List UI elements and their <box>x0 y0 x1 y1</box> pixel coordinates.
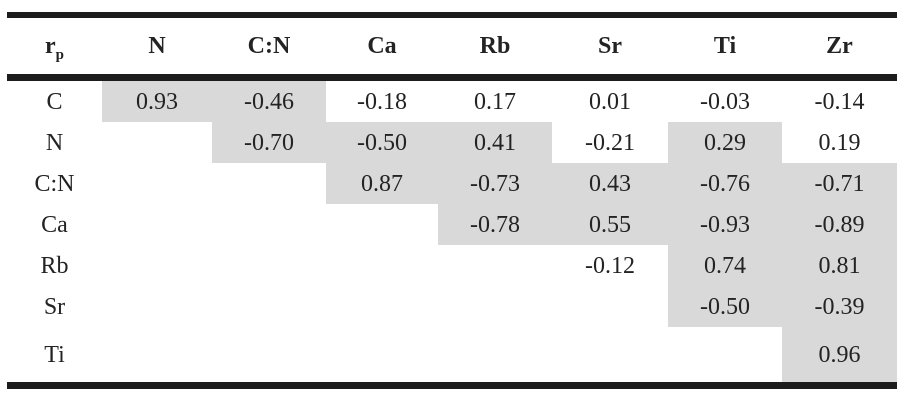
column-header-zr: Zr <box>782 15 897 81</box>
table-row-ca: Ca -0.78 0.55 -0.93 -0.89 <box>7 204 897 245</box>
row-header-ca: Ca <box>41 211 68 238</box>
correlation-cell: 0.43 <box>552 163 668 204</box>
correlation-cell: 0.81 <box>782 245 897 286</box>
table-row-cn: C:N 0.87 -0.73 0.43 -0.76 -0.71 <box>7 163 897 204</box>
correlation-cell: -0.93 <box>668 204 782 245</box>
correlation-cell: -0.46 <box>212 77 326 122</box>
row-header-rb: Rb <box>40 252 69 279</box>
table-row-rb: Rb -0.12 0.74 0.81 <box>7 245 897 286</box>
correlation-cell: 0.55 <box>552 204 668 245</box>
correlation-cell: -0.12 <box>585 252 635 279</box>
correlation-cell: -0.21 <box>585 129 635 156</box>
correlation-cell: 0.41 <box>438 122 552 163</box>
correlation-cell: 0.01 <box>589 88 631 115</box>
table-row-c: C 0.93 -0.46 -0.18 0.17 0.01 -0.03 -0.14 <box>7 77 897 122</box>
column-header-ti: Ti <box>668 15 782 81</box>
row-header-c: C <box>46 88 63 115</box>
corner-label: r <box>45 33 56 59</box>
correlation-cell <box>326 286 438 327</box>
correlation-cell <box>212 286 326 327</box>
row-header-sr: Sr <box>43 293 66 320</box>
row-header-n: N <box>45 129 64 156</box>
table-row-n: N -0.70 -0.50 0.41 -0.21 0.29 0.19 <box>7 122 897 163</box>
correlation-cell: -0.73 <box>438 163 552 204</box>
correlation-cell: -0.18 <box>357 88 407 115</box>
correlation-cell: 0.74 <box>668 245 782 286</box>
correlation-cell: 0.19 <box>818 129 861 156</box>
correlation-cell <box>326 204 438 245</box>
correlation-cell <box>438 245 552 286</box>
column-header-ca: Ca <box>326 15 438 81</box>
correlation-cell <box>552 286 668 327</box>
correlation-cell <box>102 204 212 245</box>
correlation-cell: -0.14 <box>814 88 865 115</box>
corner-header-rp: rp <box>7 15 102 81</box>
table-row-sr: Sr -0.50 -0.39 <box>7 286 897 327</box>
corner-subscript: p <box>55 46 64 63</box>
row-header-cn: C:N <box>34 170 75 197</box>
correlation-cell: 0.17 <box>474 88 516 115</box>
row-header-ti: Ti <box>44 341 65 368</box>
column-header-n: N <box>102 15 212 81</box>
correlation-cell <box>212 163 326 204</box>
correlation-cell <box>102 327 212 386</box>
correlation-cell <box>102 286 212 327</box>
correlation-cell: 0.87 <box>326 163 438 204</box>
column-header-cn: C:N <box>212 15 326 81</box>
column-header-sr: Sr <box>552 15 668 81</box>
correlation-cell: -0.70 <box>212 122 326 163</box>
correlation-cell: -0.76 <box>668 163 782 204</box>
correlation-cell <box>326 327 438 386</box>
correlation-cell <box>212 245 326 286</box>
correlation-cell <box>438 286 552 327</box>
correlation-cell <box>552 327 668 386</box>
correlation-cell: -0.89 <box>782 204 897 245</box>
correlation-cell: 0.29 <box>668 122 782 163</box>
correlation-cell: -0.71 <box>782 163 897 204</box>
correlation-cell: 0.96 <box>782 327 897 386</box>
header-row: rp N C:N Ca Rb Sr Ti Zr <box>7 15 897 81</box>
correlation-cell <box>668 327 782 386</box>
correlation-matrix-table: rp N C:N Ca Rb Sr Ti Zr C 0.93 -0.46 -0.… <box>7 12 897 389</box>
correlation-cell <box>212 204 326 245</box>
correlation-cell: 0.93 <box>102 77 212 122</box>
correlation-cell <box>102 245 212 286</box>
table-row-ti: Ti 0.96 <box>7 327 897 386</box>
correlation-cell <box>212 327 326 386</box>
correlation-cell: -0.78 <box>438 204 552 245</box>
correlation-cell <box>326 245 438 286</box>
column-header-rb: Rb <box>438 15 552 81</box>
correlation-cell <box>102 163 212 204</box>
correlation-cell <box>102 122 212 163</box>
correlation-cell <box>438 327 552 386</box>
correlation-cell: -0.39 <box>782 286 897 327</box>
correlation-cell: -0.50 <box>668 286 782 327</box>
correlation-cell: -0.50 <box>326 122 438 163</box>
correlation-cell: -0.03 <box>700 88 750 115</box>
